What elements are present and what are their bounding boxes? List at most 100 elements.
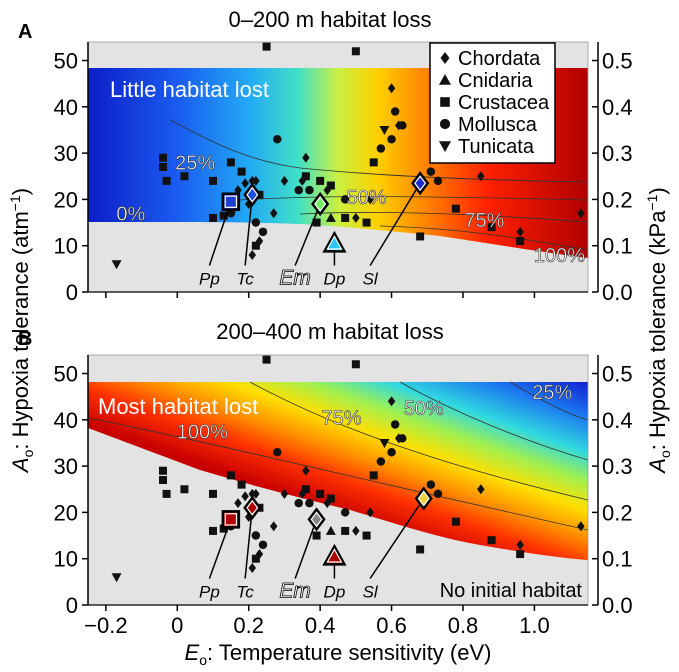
point-crustacea xyxy=(262,42,271,51)
point-chordata xyxy=(269,208,278,219)
species-label-sl: Sl xyxy=(363,269,379,288)
point-cnidaria xyxy=(325,525,336,535)
point-crustacea xyxy=(162,176,171,185)
point-crustacea xyxy=(262,355,271,364)
panel-a-letter: A xyxy=(18,21,32,43)
callout-line-tc xyxy=(244,507,254,579)
point-crustacea xyxy=(316,489,325,498)
point-crustacea xyxy=(251,241,260,250)
point-mollusca xyxy=(273,447,282,457)
legend-label-cnidaria: Cnidaria xyxy=(458,70,533,92)
point-mollusca xyxy=(273,134,282,144)
species-label-tc: Tc xyxy=(236,582,254,601)
highlight-sl xyxy=(411,171,430,196)
highlight-tc xyxy=(243,182,262,207)
point-chordata xyxy=(269,521,278,532)
panel-a-contour-labels: 0% 25% 50% 75% 100% xyxy=(116,152,585,267)
legend: ChordataCnidariaCrustaceaMolluscaTunicat… xyxy=(429,42,556,164)
highlight-pp xyxy=(221,510,241,529)
point-crustacea xyxy=(301,485,310,494)
point-chordata xyxy=(577,208,585,219)
contour-label: 25% xyxy=(175,152,215,174)
contour-label: 75% xyxy=(322,408,362,430)
panel-a-species-labels: Pp Tc Em Dp Sl xyxy=(199,266,379,290)
y-tick-label: 0 xyxy=(66,593,78,618)
point-crustacea xyxy=(316,176,325,185)
point-crustacea xyxy=(219,211,228,220)
point-crustacea xyxy=(312,531,321,540)
panel-b-species-labels: Pp Tc Em Dp Sl xyxy=(199,579,379,603)
y-tick-label: 30 xyxy=(54,454,78,479)
y2-tick-label: 0.1 xyxy=(602,234,633,259)
y2-tick-label: 0.0 xyxy=(602,280,633,305)
y-tick-label: 10 xyxy=(54,547,78,572)
panel-b-title: 200–400 m habitat loss xyxy=(216,319,444,344)
highlight-em xyxy=(307,507,326,532)
point-crustacea xyxy=(362,531,371,540)
panel-b-region-label: Most habitat lost xyxy=(98,394,258,419)
point-mollusca xyxy=(387,447,396,457)
point-chordata xyxy=(387,83,396,94)
point-crustacea xyxy=(516,550,525,559)
legend-marker-chordata xyxy=(440,52,450,64)
point-tunicata xyxy=(379,438,390,448)
y-tick-label: 10 xyxy=(54,234,78,259)
point-chordata xyxy=(280,488,289,499)
panel-a-points xyxy=(111,42,585,270)
point-mollusca xyxy=(390,420,400,429)
point-crustacea xyxy=(162,489,171,498)
point-crustacea xyxy=(326,494,335,503)
callout-line-sl xyxy=(369,498,425,579)
point-crustacea xyxy=(516,237,525,246)
point-crustacea xyxy=(451,204,460,213)
point-chordata xyxy=(366,507,374,518)
species-label-pp: Pp xyxy=(199,269,220,288)
point-chordata xyxy=(255,236,264,247)
point-crustacea xyxy=(159,153,167,162)
point-crustacea xyxy=(226,471,235,480)
point-chordata xyxy=(252,488,260,499)
y2-tick-label: 0.2 xyxy=(602,500,633,525)
y-tick-label: 40 xyxy=(54,408,78,433)
point-chordata xyxy=(477,484,485,495)
point-mollusca xyxy=(305,185,314,195)
y2-tick-label: 0.5 xyxy=(602,362,633,387)
y-axis-title-left: Ao: Hypoxia tolerance (atm−1) xyxy=(7,188,36,474)
point-crustacea xyxy=(416,545,425,554)
y-axis-title-right: Ao: Hypoxia tolerance (kPa−1) xyxy=(644,187,673,474)
panel-b: B 200–400 m habitat loss Most habitat lo… xyxy=(18,319,633,638)
point-mollusca xyxy=(376,144,386,153)
species-label-em: Em xyxy=(279,579,311,602)
point-chordata xyxy=(255,549,264,560)
point-tunicata xyxy=(379,125,390,135)
panel-a-region-label: Little habitat lost xyxy=(110,77,269,102)
point-mollusca xyxy=(433,176,443,186)
y2-tick-label: 0.0 xyxy=(602,593,633,618)
y-tick-label: 30 xyxy=(54,141,78,166)
species-label-tc: Tc xyxy=(236,269,254,288)
point-cnidaria xyxy=(325,212,336,222)
highlight-inner-dp xyxy=(326,235,343,250)
point-crustacea xyxy=(180,485,189,494)
point-chordata xyxy=(477,171,485,182)
contour-label: 50% xyxy=(347,187,387,209)
y2-tick-label: 0.3 xyxy=(602,141,633,166)
point-mollusca xyxy=(340,508,350,517)
point-crustacea xyxy=(341,526,350,535)
y2-tick-label: 0.5 xyxy=(602,49,633,74)
point-chordata xyxy=(366,194,374,205)
highlight-inner-em xyxy=(314,196,327,213)
point-chordata xyxy=(516,226,524,237)
point-crustacea xyxy=(209,489,217,498)
highlight-inner-pp xyxy=(224,195,238,208)
panel-a: A 0–200 m habitat loss Little habitat lo… xyxy=(18,7,633,305)
point-crustacea xyxy=(301,172,310,181)
point-crustacea xyxy=(362,218,371,227)
species-label-dp: Dp xyxy=(324,582,346,601)
point-crustacea xyxy=(351,360,360,369)
panel-a-highlighted-species xyxy=(221,171,430,253)
point-crustacea xyxy=(159,476,167,484)
point-mollusca xyxy=(340,195,350,204)
